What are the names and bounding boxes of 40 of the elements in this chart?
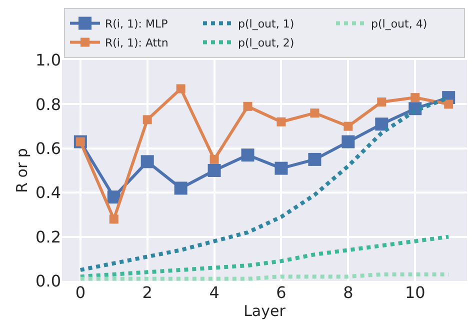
legend-label: R(i, 1): Attn <box>105 36 168 50</box>
legend-label: p(l_out, 4) <box>371 18 428 31</box>
x-tick-label: 10 <box>404 283 426 302</box>
point <box>276 117 286 126</box>
legend-label: p(l_out, 1) <box>238 18 294 31</box>
point <box>174 182 188 195</box>
point <box>344 122 353 131</box>
y-tick-label: 0.6 <box>36 139 61 158</box>
legend-label: p(l_out, 2) <box>238 36 294 50</box>
x-tick-label: 4 <box>209 283 220 302</box>
point <box>208 164 221 177</box>
point <box>109 214 118 224</box>
point <box>310 108 320 118</box>
x-tick-label: 2 <box>142 283 152 302</box>
point <box>444 100 454 109</box>
x-tick-label: 8 <box>343 283 354 302</box>
legend-label: R(i, 1): MLP <box>105 18 168 31</box>
point <box>377 97 386 106</box>
point <box>375 118 388 131</box>
point <box>176 84 186 94</box>
point <box>142 115 152 124</box>
x-tick-label: 0 <box>75 283 86 302</box>
point <box>241 148 254 162</box>
point <box>308 152 322 166</box>
point <box>107 190 120 204</box>
point <box>410 93 420 102</box>
y-tick-label: 0.0 <box>36 272 61 291</box>
point <box>342 135 355 148</box>
y-axis-title: R or p <box>12 148 31 193</box>
point <box>274 162 288 175</box>
y-tick-label: 0.4 <box>36 183 61 202</box>
line-series <box>78 234 451 279</box>
y-tick-label: 1.0 <box>36 50 61 70</box>
y-tick-label: 0.2 <box>36 227 61 246</box>
point <box>243 102 252 111</box>
y-tick-label: 0.8 <box>36 94 61 114</box>
x-tick-label: 6 <box>276 283 286 302</box>
point <box>210 154 219 164</box>
point <box>140 155 154 168</box>
x-axis-title: Layer <box>244 302 286 320</box>
